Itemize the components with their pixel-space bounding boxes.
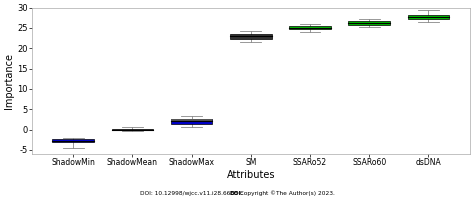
Bar xyxy=(289,26,331,29)
Bar xyxy=(348,22,390,25)
Bar xyxy=(408,15,449,19)
Bar xyxy=(171,119,212,121)
Text: DOI: 10.12998/wjcc.v11.i28.6688 Copyright ©The Author(s) 2023.: DOI: 10.12998/wjcc.v11.i28.6688 Copyrigh… xyxy=(139,190,335,196)
Y-axis label: Importance: Importance xyxy=(4,53,14,109)
X-axis label: Attributes: Attributes xyxy=(227,170,275,180)
Bar xyxy=(112,129,153,130)
Bar xyxy=(230,34,272,39)
Text: DOI:: DOI: xyxy=(230,191,244,196)
Bar xyxy=(53,139,94,142)
Bar xyxy=(171,119,212,124)
